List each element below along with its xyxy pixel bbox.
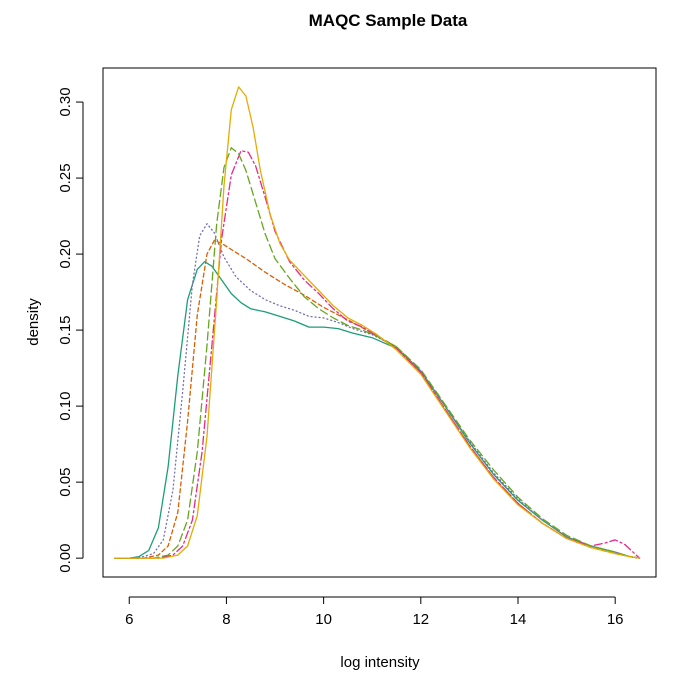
y-tick-label: 0.15 bbox=[57, 316, 74, 345]
y-axis: 0.00 0.05 0.10 0.15 0.20 0.25 0.30 bbox=[57, 87, 84, 573]
y-tick-label: 0.05 bbox=[57, 468, 74, 497]
y-axis-label: density bbox=[25, 298, 42, 346]
x-tick-label: 12 bbox=[412, 611, 429, 628]
y-tick-label: 0.10 bbox=[57, 392, 74, 421]
x-axis-label: log intensity bbox=[340, 654, 420, 671]
y-tick-label: 0.00 bbox=[57, 544, 74, 573]
density-line-6 bbox=[114, 86, 641, 559]
x-tick-label: 8 bbox=[222, 611, 230, 628]
density-line-2 bbox=[114, 223, 641, 559]
density-line-1 bbox=[114, 261, 641, 559]
x-axis: 6 8 10 12 14 16 bbox=[125, 596, 624, 628]
x-tick-label: 10 bbox=[315, 611, 332, 628]
series-layer bbox=[114, 86, 641, 559]
y-tick-label: 0.20 bbox=[57, 239, 74, 268]
x-tick-label: 14 bbox=[510, 611, 527, 628]
chart-title: MAQC Sample Data bbox=[309, 11, 468, 30]
plot-frame bbox=[102, 67, 657, 578]
y-tick-label: 0.25 bbox=[57, 163, 74, 192]
x-tick-label: 6 bbox=[125, 611, 133, 628]
x-tick-label: 16 bbox=[607, 611, 624, 628]
density-line-5 bbox=[114, 147, 641, 559]
y-tick-label: 0.30 bbox=[57, 87, 74, 116]
density-line-4 bbox=[114, 150, 641, 559]
